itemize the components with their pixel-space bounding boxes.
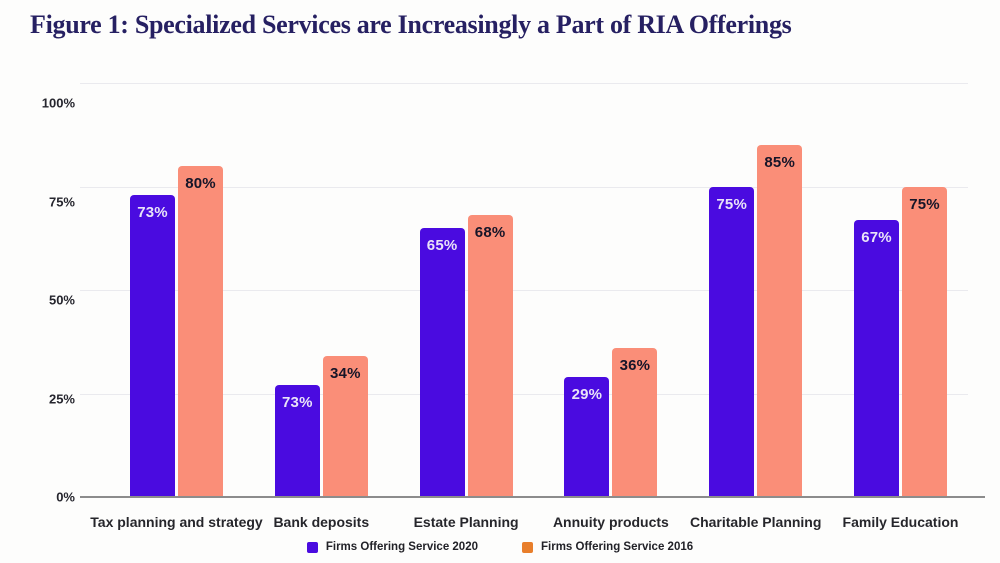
y-axis-tick-label: 50%: [48, 292, 75, 308]
bar-2016: 68%: [467, 215, 513, 497]
bar-value-label: 75%: [716, 195, 747, 213]
bar-2016: 80%: [178, 165, 223, 497]
bar-2020: 67%: [854, 219, 899, 497]
category-label: Bank deposits: [273, 514, 370, 530]
bar-2020: 73%: [274, 385, 320, 497]
bar-value-label: 80%: [185, 174, 216, 192]
bar-value-label: 29%: [571, 385, 603, 403]
legend-swatch-icon: [522, 541, 533, 553]
category-label: Charitable Planning: [689, 514, 822, 530]
plot-area: 73% 80% 73% 34% 65% 68% 29% 36% 75% 85% 67% 75%: [80, 83, 968, 497]
bar-2020: 73%: [130, 194, 175, 497]
bar-value-label: 85%: [764, 154, 795, 172]
bar-value-label: 67%: [861, 228, 892, 246]
gridline: [80, 290, 968, 291]
y-axis-tick-label: 0%: [56, 489, 75, 505]
bar-value-label: 65%: [426, 236, 458, 254]
legend: Firms Offering Service 2020 Firms Offerin…: [0, 538, 1000, 556]
y-axis-tick-label: 100%: [41, 95, 75, 111]
bar-value-label: 68%: [474, 224, 506, 242]
gridline: [80, 186, 968, 188]
legend-item-2020: Firms Offering Service 2020: [306, 541, 478, 553]
category-label: Estate Planning: [413, 514, 519, 530]
category-label: Annuity products: [552, 514, 669, 530]
bar-2016: 85%: [757, 145, 803, 497]
y-axis-tick-label: 25%: [48, 391, 75, 406]
bar-value-label: 73%: [281, 394, 313, 412]
x-axis-line: [80, 496, 985, 498]
category-label: Tax planning and strategy: [90, 514, 263, 530]
bar-value-label: 73%: [137, 203, 168, 221]
bar-2020: 75%: [709, 186, 755, 497]
bar-value-label: 75%: [909, 195, 940, 213]
bar-2016: 75%: [902, 186, 947, 497]
legend-label: Firms Offering Service 2020: [325, 541, 478, 553]
y-axis-tick-label: 75%: [48, 194, 75, 209]
bar-2016: 34%: [322, 356, 368, 497]
bar-2020: 29%: [564, 376, 610, 497]
bar-value-label: 34%: [329, 365, 361, 383]
gridline: [80, 83, 968, 84]
legend-swatch-icon: [306, 541, 318, 553]
bar-2016: 36%: [612, 347, 658, 497]
bar-2020: 65%: [419, 227, 465, 497]
legend-label: Firms Offering Service 2016: [541, 541, 694, 553]
category-label: Family Education: [842, 514, 959, 530]
chart-title: Figure 1: Specialized Services are Incre…: [30, 10, 792, 39]
bar-value-label: 36%: [619, 356, 651, 374]
legend-item-2016: Firms Offering Service 2016: [522, 541, 693, 553]
gridline: [80, 393, 968, 395]
